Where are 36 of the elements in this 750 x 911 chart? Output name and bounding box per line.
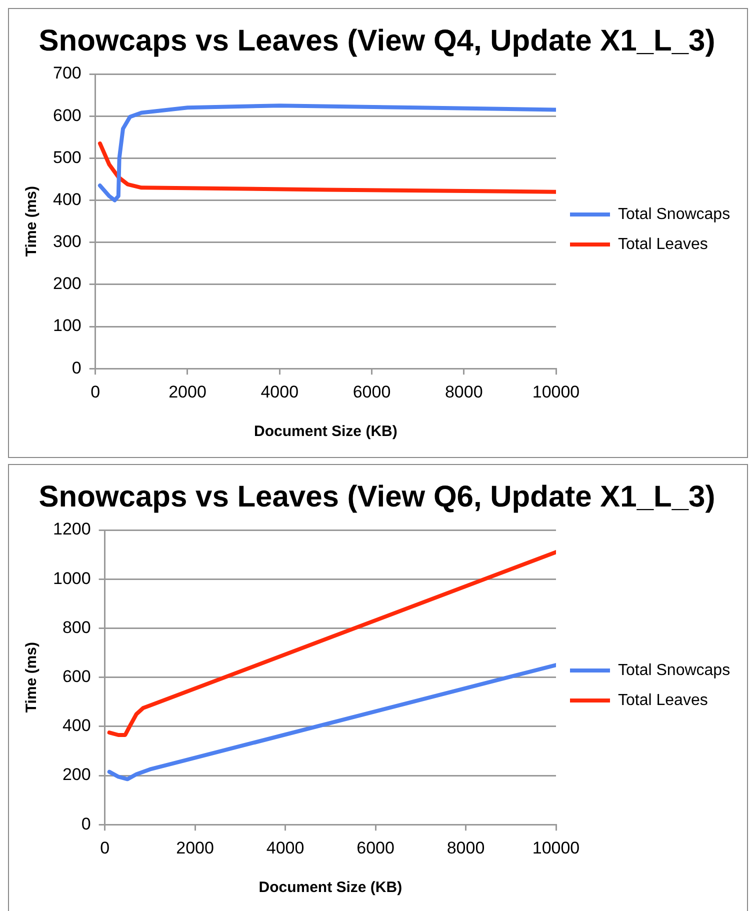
y-tick-label: 100 [52, 316, 82, 336]
x-tick-label: 4000 [266, 838, 304, 858]
x-tick-label: 8000 [444, 382, 483, 402]
chart-title: Snowcaps vs Leaves (View Q6, Update X1_L_3) [38, 480, 716, 514]
y-tick-label: 600 [52, 106, 82, 125]
y-tick-label: 800 [62, 618, 91, 637]
y-tick-label: 0 [72, 358, 82, 378]
x-tick-label: 8000 [446, 838, 485, 858]
legend-label: Total Snowcaps [618, 662, 730, 679]
y-tick-label: 200 [62, 765, 91, 784]
chart-title: Snowcaps vs Leaves (View Q4, Update X1_L_3) [38, 24, 716, 58]
legend-label: Total Leaves [618, 236, 708, 253]
y-tick-label: 400 [62, 716, 91, 736]
x-tick-label: 0 [100, 838, 110, 858]
y-tick-label: 1200 [52, 520, 91, 539]
y-tick-label: 200 [52, 274, 82, 294]
y-tick-label: 1000 [52, 568, 91, 588]
y-axis-title: Time (ms) [23, 186, 40, 257]
x-tick-label: 4000 [260, 382, 299, 402]
legend-label: Total Snowcaps [618, 206, 730, 223]
y-tick-label: 300 [52, 232, 82, 252]
x-tick-label: 2000 [176, 838, 214, 858]
x-tick-label: 2000 [168, 382, 206, 402]
y-tick-label: 400 [52, 190, 82, 209]
x-tick-label: 6000 [356, 838, 394, 858]
y-tick-label: 0 [81, 814, 91, 834]
x-axis-title: Document Size (KB) [254, 423, 398, 440]
y-tick-label: 500 [52, 148, 82, 167]
x-tick-label: 10000 [532, 838, 580, 858]
x-tick-label: 6000 [352, 382, 391, 402]
y-tick-label: 600 [62, 666, 91, 686]
x-axis-title: Document Size (KB) [258, 879, 402, 896]
y-tick-label: 700 [52, 64, 82, 83]
y-axis-title: Time (ms) [23, 642, 40, 713]
x-tick-label: 10000 [532, 382, 580, 402]
legend-label: Total Leaves [618, 692, 708, 709]
